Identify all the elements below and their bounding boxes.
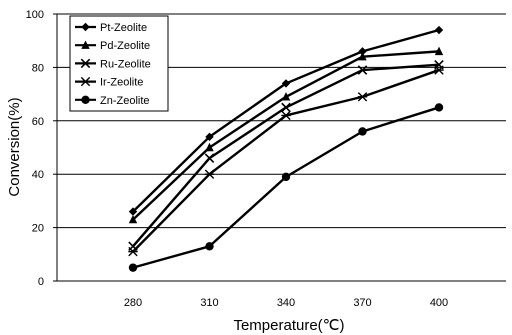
y-tick-label: 100 [26,9,44,21]
series-pt-zeolite [128,25,444,216]
x-axis-title: Temperature(℃) [233,317,344,334]
series-layer [128,25,444,272]
data-point [205,142,214,152]
data-point [281,79,291,88]
y-tick-label: 80 [32,62,44,74]
data-point [434,65,444,75]
series-zn-zeolite [128,103,444,272]
data-point [281,172,291,182]
legend-label: Zn-Zeolite [100,95,150,107]
series-ru-zeolite [128,59,444,252]
y-tick-labels: 0 20 40 60 80 100 [26,9,44,288]
legend: Pt-Zeolite Pd-Zeolite Ru-Zeolite Ir-Zeolite… [69,15,169,112]
data-point [357,65,368,75]
y-tick-label: 0 [38,276,44,288]
legend-marker [81,95,90,105]
y-tick-label: 20 [32,223,44,235]
data-point [358,52,367,61]
legend-marker [80,76,91,87]
legend-item: Ru-Zeolite [75,58,151,70]
data-point [434,103,444,112]
x-tick-label: 340 [277,297,295,309]
data-point [434,46,444,56]
legend-item: Ir-Zeolite [75,77,143,89]
x-tick-label: 400 [430,297,448,309]
legend-marker [80,58,91,69]
data-point [205,242,214,251]
x-tick-labels: 280 310 340 370 400 [124,297,448,309]
y-axis-title: Conversion(%) [6,97,23,196]
data-point [128,246,138,257]
data-point [204,169,215,179]
data-point [128,263,138,272]
legend-label: Pd-Zeolite [100,40,150,52]
legend-label: Pt-Zeolite [100,22,147,34]
legend-item: Pt-Zeolite [75,22,147,34]
data-point [358,127,367,136]
legend-marker [81,22,90,32]
data-point [281,110,291,121]
legend-marker [81,40,90,49]
data-point [357,92,368,102]
legend-label: Ru-Zeolite [100,58,151,70]
data-point [204,153,215,163]
data-point [128,207,138,216]
data-point [128,214,138,224]
legend-item: Zn-Zeolite [75,95,150,107]
x-tick-label: 280 [124,297,142,309]
x-tick-label: 310 [200,297,218,309]
data-point [281,92,291,101]
data-point [281,102,291,113]
series-ir-zeolite [128,65,444,257]
data-point [205,132,214,142]
legend-label: Ir-Zeolite [100,77,143,89]
series-line [132,106,440,269]
y-tick-label: 40 [32,169,44,181]
series-line [132,63,440,248]
x-tick-label: 370 [353,297,371,309]
legend-item: Pd-Zeolite [75,40,150,52]
data-point [434,25,444,35]
data-point [358,47,367,56]
series-pd-zeolite [128,46,444,224]
y-tick-label: 60 [32,116,44,128]
axes [53,13,506,282]
